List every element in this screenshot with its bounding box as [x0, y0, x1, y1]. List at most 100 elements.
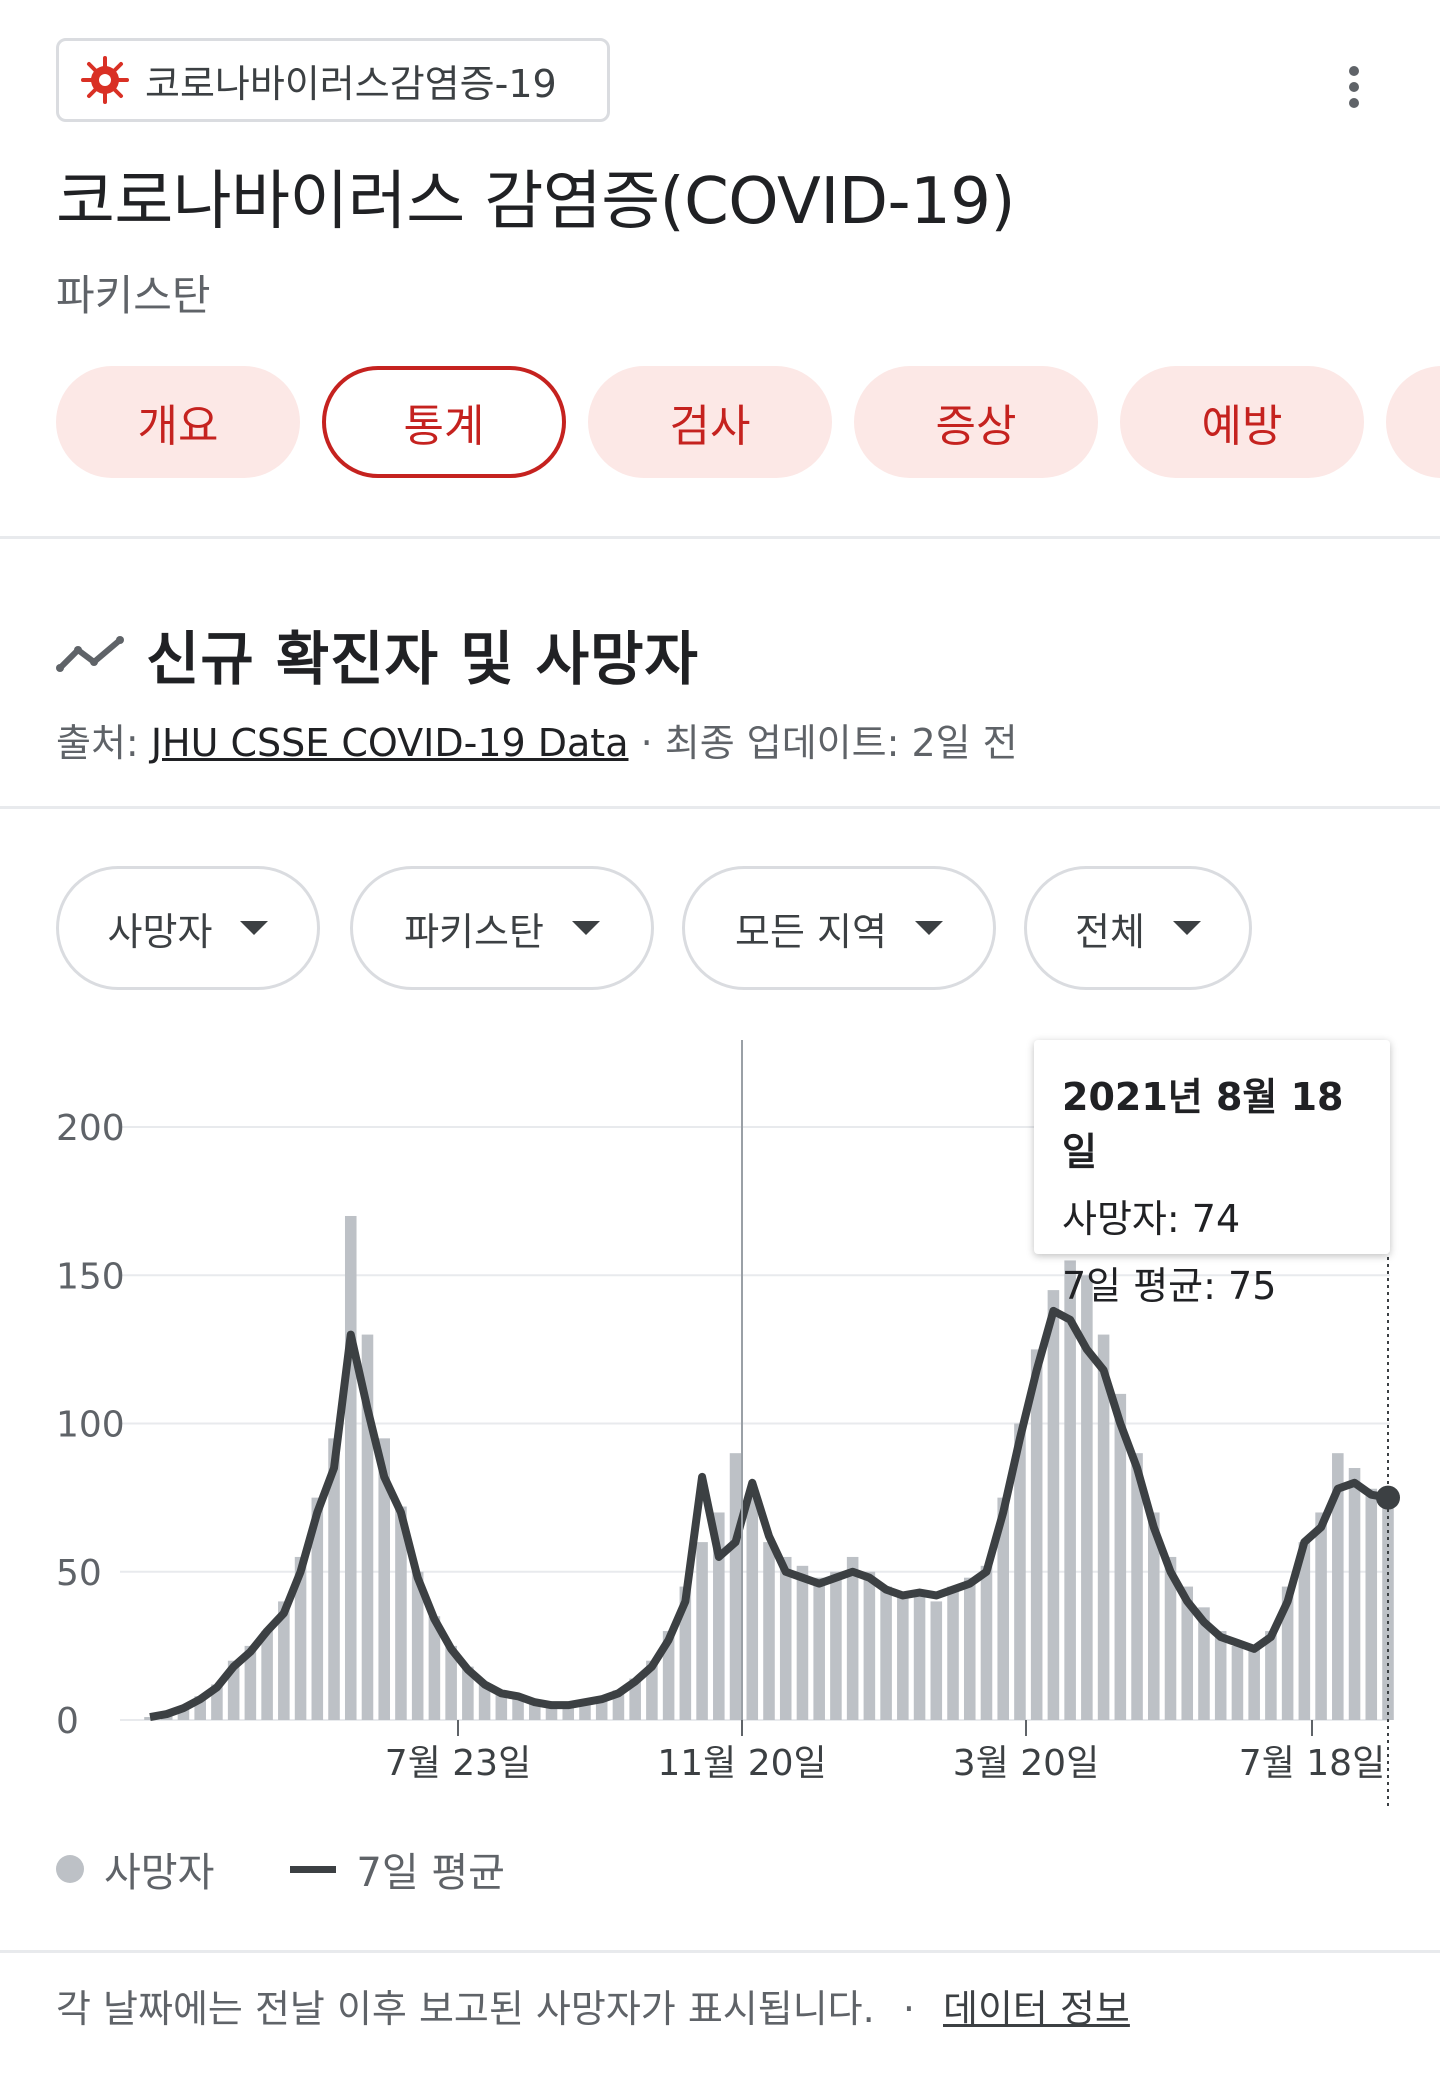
data-point-highlight [1376, 1485, 1400, 1510]
bar [1348, 1467, 1361, 1720]
bar [863, 1571, 876, 1720]
y-tick-label: 200 [56, 1108, 125, 1149]
bar [629, 1678, 641, 1720]
topic-chip[interactable]: 코로나바이러스감염증-19 [56, 38, 610, 122]
legend-bars-label: 사망자 [104, 1850, 215, 1896]
bar [411, 1571, 424, 1720]
chevron-down-icon [1172, 921, 1201, 935]
page-title: 코로나바이러스 감염증(COVID-19) [56, 165, 1016, 239]
virus-icon [81, 56, 129, 104]
series-line-7day-average [149, 1306, 1389, 1721]
trending-icon [56, 636, 124, 672]
bar [194, 1696, 206, 1720]
filter-region-label: 모든 지역 [735, 909, 887, 954]
bar [980, 1565, 993, 1720]
bar [947, 1586, 959, 1720]
bar [344, 1215, 357, 1720]
bar [562, 1705, 575, 1720]
bar [1181, 1586, 1194, 1720]
bar [1281, 1586, 1294, 1720]
bar [763, 1542, 775, 1720]
filter-metric-label: 사망자 [107, 909, 213, 954]
bar [294, 1556, 307, 1720]
bar [395, 1506, 407, 1720]
bar [963, 1577, 976, 1720]
bar [1097, 1334, 1110, 1720]
bar [328, 1438, 340, 1720]
bar [445, 1645, 457, 1720]
tab-testing[interactable]: 검사 [588, 366, 832, 478]
bar [428, 1616, 441, 1720]
tooltip-deaths: 사망자: 74 [1062, 1197, 1241, 1241]
bar [880, 1586, 892, 1720]
bar [713, 1512, 725, 1720]
bar [746, 1497, 759, 1720]
bar [1131, 1453, 1143, 1720]
filter-region[interactable]: 모든 지역 [682, 866, 996, 990]
chevron-down-icon [914, 921, 943, 935]
tab-bar: 개요 통계 검사 증상 예방 [0, 366, 1440, 480]
tab-symptoms[interactable]: 증상 [854, 366, 1098, 478]
tab-statistics[interactable]: 통계 [322, 366, 566, 478]
legend-line-label: 7일 평균 [356, 1850, 505, 1896]
bar [211, 1684, 223, 1720]
section-header: 신규 확진자 및 사망자 [56, 612, 699, 696]
source-link[interactable]: JHU CSSE COVID-19 Data [150, 721, 629, 765]
bar [227, 1660, 240, 1720]
bar [529, 1702, 541, 1720]
tab-more-partial[interactable] [1386, 366, 1440, 478]
source-line: 출처: JHU CSSE COVID-19 Data · 최종 업데이트: 2일… [56, 712, 1018, 767]
bar [545, 1705, 558, 1720]
tab-overview[interactable]: 개요 [56, 366, 300, 478]
bar [679, 1586, 692, 1720]
divider [0, 536, 1440, 539]
divider [0, 1950, 1440, 1953]
bar [897, 1595, 909, 1720]
bar [1047, 1290, 1060, 1720]
bar [177, 1708, 190, 1720]
bar [579, 1702, 591, 1720]
more-options-icon[interactable] [1340, 60, 1368, 116]
bar [612, 1690, 625, 1720]
bar [361, 1334, 374, 1720]
bar [830, 1571, 842, 1720]
bar [1081, 1275, 1093, 1720]
bar [729, 1453, 742, 1720]
footnote: 각 날짜에는 전날 이후 보고된 사망자가 표시됩니다. · 데이터 정보 [56, 1978, 1130, 2033]
bar [796, 1565, 809, 1720]
bar [1164, 1556, 1177, 1720]
bar [1298, 1542, 1311, 1720]
bar [1332, 1453, 1344, 1720]
divider [0, 806, 1440, 809]
bar [696, 1542, 708, 1720]
bar [144, 1717, 156, 1720]
legend-bar-swatch [56, 1855, 84, 1883]
filter-metric[interactable]: 사망자 [56, 866, 320, 990]
bar [261, 1631, 273, 1720]
topic-chip-label: 코로나바이러스감염증-19 [145, 61, 557, 106]
chevron-down-icon [240, 921, 269, 935]
bar [997, 1497, 1009, 1720]
y-tick-label: 150 [56, 1256, 125, 1297]
bar [646, 1660, 658, 1720]
bar [1248, 1648, 1260, 1720]
filter-period[interactable]: 전체 [1024, 866, 1252, 990]
filter-country[interactable]: 파키스탄 [350, 866, 654, 990]
tab-prevention[interactable]: 예방 [1120, 366, 1364, 478]
bar [595, 1699, 608, 1720]
bar [1064, 1260, 1076, 1720]
bar [311, 1497, 324, 1720]
bar [244, 1645, 257, 1720]
bar [1231, 1645, 1244, 1720]
chevron-down-icon [571, 921, 600, 935]
bar [278, 1601, 290, 1720]
bar [1030, 1349, 1043, 1720]
deaths-chart[interactable]: 0 50 100 150 200 7월 23일 11월 20일 3월 20일 7월 18일 [0, 1030, 1440, 1830]
y-tick-label: 0 [56, 1701, 79, 1742]
bar [662, 1631, 675, 1720]
x-tick-label: 7월 23일 [385, 1743, 531, 1784]
tooltip-date: 2021년 8월 18일 [1062, 1075, 1344, 1174]
data-info-link[interactable]: 데이터 정보 [943, 1987, 1130, 2031]
bar [1365, 1488, 1378, 1720]
bar [512, 1696, 524, 1720]
